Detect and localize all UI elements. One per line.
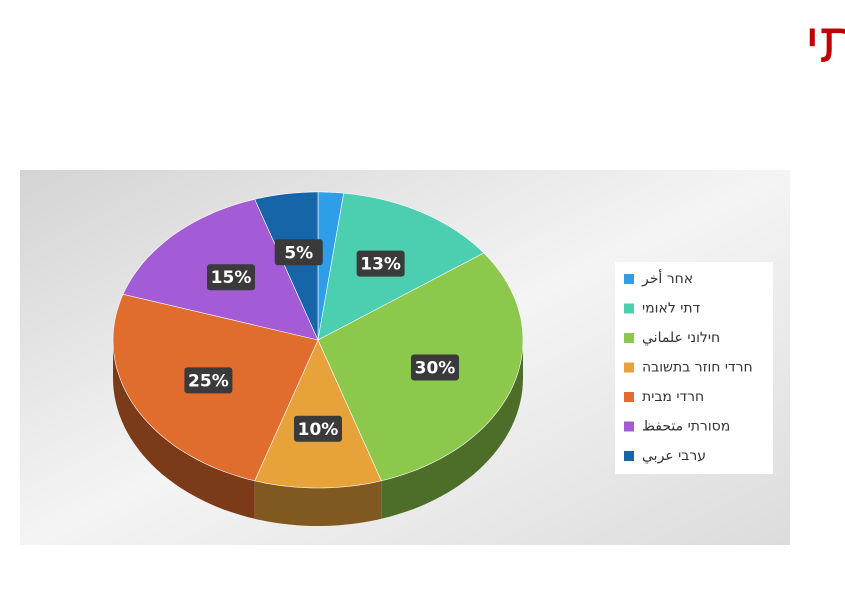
label-box [356,250,405,277]
legend-label: חרדי מבית [642,389,704,405]
legend-swatch [624,451,634,461]
legend-label: חילוני علماني [642,330,720,346]
label-box [207,264,256,291]
legend-swatch [624,421,634,432]
legend-swatch [624,333,634,343]
data-label: 30% [415,358,456,378]
data-label: 13% [360,255,401,275]
legend-label: חרדי חוזר בתשובה [642,360,753,376]
legend-swatch [624,392,634,402]
label-box [294,415,342,442]
slice [254,339,382,489]
labels: 13% 30% 10% 25% 15% 5% [184,239,459,442]
legend-label: ערבי عربي [642,448,706,464]
label-box [274,239,323,266]
data-label: 25% [188,371,229,391]
legend-label: אחר أخر [641,269,693,287]
chart-title: פילוח על פי מגזר משפחתי [805,11,845,74]
legend-label: דתי לאומי [642,301,701,317]
legend-swatch [624,303,634,314]
data-label: 15% [211,268,252,288]
data-label: 10% [298,420,339,440]
legend-swatch [624,362,634,373]
slice-side [381,340,523,519]
legend-swatch [624,274,634,284]
slice-side [113,340,255,519]
legend [615,262,773,474]
slice [254,191,319,341]
data-label: 5% [284,243,313,263]
slice-side [254,480,382,526]
label-box [184,367,233,394]
legend-label: מסורתי متحفظ [642,419,730,435]
label-box [410,354,459,381]
